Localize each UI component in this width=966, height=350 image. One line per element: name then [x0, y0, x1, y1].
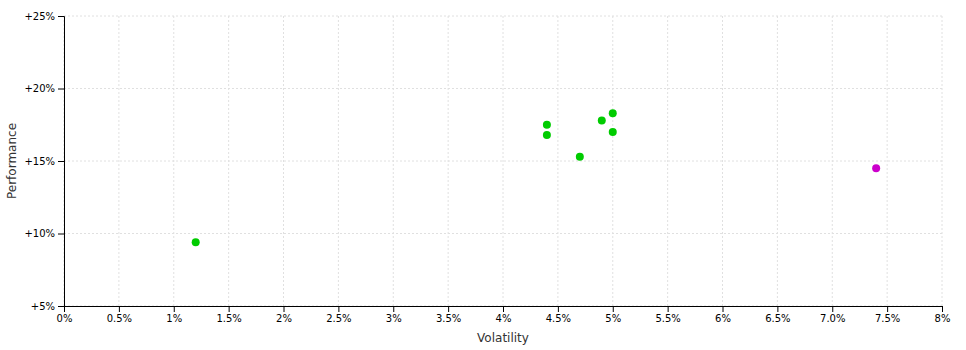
x-tick-mark [777, 306, 778, 312]
x-tick-label: 2% [276, 313, 292, 324]
plot-area: 0% 0.5% 1% 1.5% 2% 2.5% 3% 3.5% 4% 4.5% 5% 5.5% 6% 6.… [24, 11, 950, 324]
x-tick: 3% [386, 306, 402, 324]
x-tick-label: 5% [605, 313, 621, 324]
x-tick-mark [613, 306, 614, 312]
x-tick: 6.5% [765, 306, 790, 324]
grid-line [64, 16, 942, 17]
x-tick-label: 1% [166, 313, 182, 324]
x-tick: 2% [276, 306, 292, 324]
x-tick: 7.0% [820, 306, 845, 324]
x-tick: 0.5% [107, 306, 132, 324]
x-tick-mark [668, 306, 669, 312]
x-tick: 6% [715, 306, 731, 324]
x-tick-label: 6.5% [765, 313, 790, 324]
x-tick: 2.5% [326, 306, 351, 324]
x-tick: 0% [57, 306, 73, 324]
x-axis-title: Volatility [477, 331, 529, 345]
y-tick-mark [58, 89, 64, 90]
x-tick-label: 7.0% [820, 313, 845, 324]
x-tick: 7.5% [875, 306, 900, 324]
y-tick-label: +25% [24, 11, 55, 22]
grid-line [667, 16, 668, 306]
y-axis: +5% +10% +15% +20% +25% [24, 11, 64, 312]
x-tick: 1% [166, 306, 182, 324]
grid-line [338, 16, 339, 306]
x-tick-label: 8% [935, 313, 951, 324]
x-tick: 5.5% [655, 306, 680, 324]
y-tick: +15% [24, 156, 64, 167]
x-tick-label: 1.5% [216, 313, 241, 324]
x-tick-label: 3% [386, 313, 402, 324]
grid-line [283, 16, 284, 306]
point [543, 121, 551, 129]
x-tick-label: 6% [715, 313, 731, 324]
x-tick-mark [503, 306, 504, 312]
x-tick-label: 0% [57, 313, 73, 324]
grid [64, 16, 942, 306]
grid-line [64, 88, 942, 89]
marks [192, 109, 880, 246]
y-tick: +20% [24, 83, 64, 94]
chart: 0% 0.5% 1% 1.5% 2% 2.5% 3% 3.5% 4% 4.5% 5% 5.5% 6% 6.… [0, 0, 966, 350]
y-axis-title: Performance [5, 123, 19, 199]
y-tick: +25% [24, 11, 64, 22]
x-tick: 5% [605, 306, 621, 324]
grid-line [64, 233, 942, 234]
x-tick-mark [723, 306, 724, 312]
point [192, 238, 200, 246]
x-tick-label: 0.5% [107, 313, 132, 324]
x-tick: 8% [935, 306, 951, 324]
y-tick: +5% [31, 301, 64, 312]
y-tick-mark [58, 16, 64, 17]
x-tick-mark [942, 306, 943, 312]
point [598, 116, 606, 124]
y-tick: +10% [24, 228, 64, 239]
x-tick: 4% [496, 306, 512, 324]
y-tick-label: +5% [31, 301, 55, 312]
x-tick-mark [284, 306, 285, 312]
x-tick-mark [338, 306, 339, 312]
x-tick-mark [558, 306, 559, 312]
series [872, 164, 880, 172]
grid-line [118, 16, 119, 306]
point [609, 128, 617, 136]
x-tick-label: 4.5% [546, 313, 571, 324]
x-tick-label: 3.5% [436, 313, 461, 324]
x-tick-label: 2.5% [326, 313, 351, 324]
grid-line [503, 16, 504, 306]
point [576, 153, 584, 161]
x-tick-mark [393, 306, 394, 312]
y-tick-label: +15% [24, 156, 55, 167]
y-tick-mark [58, 161, 64, 162]
x-tick: 1.5% [216, 306, 241, 324]
x-tick-mark [832, 306, 833, 312]
x-axis-line [65, 307, 943, 313]
x-tick-mark [448, 306, 449, 312]
y-tick-mark [58, 234, 64, 235]
x-tick: 4.5% [546, 306, 571, 324]
series [192, 109, 617, 246]
point [543, 131, 551, 139]
x-tick-mark [887, 306, 888, 312]
grid-line [722, 16, 723, 306]
y-axis-line [58, 17, 65, 307]
grid-line [887, 16, 888, 306]
x-axis: 0% 0.5% 1% 1.5% 2% 2.5% 3% 3.5% 4% 4.5% 5% 5.5% 6% 6.… [57, 306, 951, 324]
x-tick-label: 7.5% [875, 313, 900, 324]
y-tick-label: +20% [24, 83, 55, 94]
x-tick-mark [119, 306, 120, 312]
point [609, 109, 617, 117]
x-tick: 3.5% [436, 306, 461, 324]
y-tick-mark [58, 306, 64, 307]
y-tick-label: +10% [24, 228, 55, 239]
x-tick-label: 4% [496, 313, 512, 324]
point [872, 164, 880, 172]
x-tick-mark [174, 306, 175, 312]
grid-line [64, 161, 942, 162]
x-tick-mark [229, 306, 230, 312]
x-tick-label: 5.5% [655, 313, 680, 324]
